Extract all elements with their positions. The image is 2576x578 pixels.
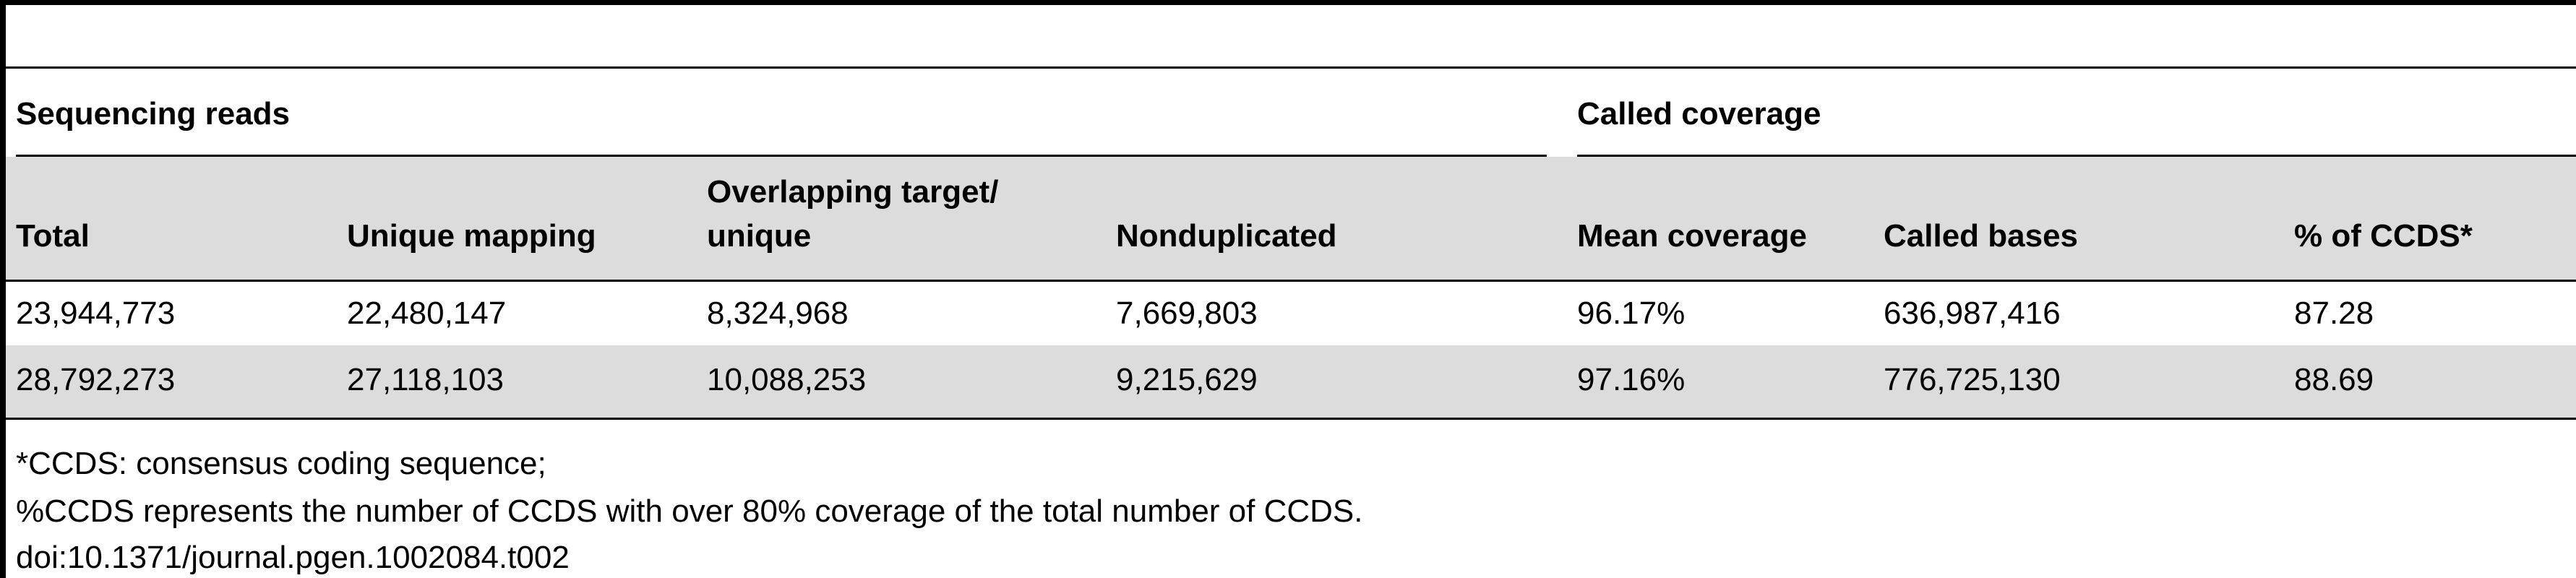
table-row-2-unique-mapping: 27,118,103 xyxy=(347,362,504,397)
table-row-1-pct-ccds: 87.28 xyxy=(2294,296,2374,331)
col-header-overlapping-line2: unique xyxy=(707,218,812,254)
col-header-total: Total xyxy=(16,218,90,254)
group-header-sequencing-reads: Sequencing reads xyxy=(16,96,291,131)
table-row-2-mean-coverage: 97.16% xyxy=(1577,362,1686,397)
table-row-1-unique-mapping: 22,480,147 xyxy=(347,296,507,331)
table-row-1-mean-coverage: 96.17% xyxy=(1577,296,1686,331)
header-bottom-rule xyxy=(6,280,2576,282)
table-row-1-called-bases: 636,987,416 xyxy=(1884,296,2061,331)
col-header-called-bases: Called bases xyxy=(1884,218,2079,254)
top-border xyxy=(0,0,2576,5)
table-row-1-total: 23,944,773 xyxy=(16,296,176,331)
doi-text: doi:10.1371/journal.pgen.1002084.t002 xyxy=(16,540,570,575)
col-header-overlapping-line1: Overlapping target/ xyxy=(707,174,999,210)
table-row-2-overlapping: 10,088,253 xyxy=(707,362,867,397)
col-header-unique-mapping: Unique mapping xyxy=(347,218,596,254)
column-header-band xyxy=(6,157,2576,280)
group-rule-left xyxy=(16,155,1547,157)
table-row-2-band xyxy=(6,345,2576,418)
col-header-pct-ccds: % of CCDS* xyxy=(2294,218,2473,254)
table-row-1-nonduplicated: 7,669,803 xyxy=(1116,296,1258,331)
footnote-ccds: *CCDS: consensus coding sequence; xyxy=(16,446,546,481)
col-header-nonduplicated: Nonduplicated xyxy=(1116,218,1337,254)
table-top-rule xyxy=(6,66,2576,69)
table-row-2-pct-ccds: 88.69 xyxy=(2294,362,2374,397)
left-border xyxy=(0,0,6,578)
table-bottom-rule xyxy=(6,418,2576,420)
table-row-2-called-bases: 776,725,130 xyxy=(1884,362,2061,397)
table-row-2-total: 28,792,273 xyxy=(16,362,176,397)
table-row-1-overlapping: 8,324,968 xyxy=(707,296,849,331)
col-header-mean-coverage: Mean coverage xyxy=(1577,218,1807,254)
table-row-2-nonduplicated: 9,215,629 xyxy=(1116,362,1258,397)
group-rule-right xyxy=(1577,155,2576,157)
group-header-called-coverage: Called coverage xyxy=(1577,96,1821,131)
footnote-pct-ccds: %CCDS represents the number of CCDS with… xyxy=(16,493,1363,529)
